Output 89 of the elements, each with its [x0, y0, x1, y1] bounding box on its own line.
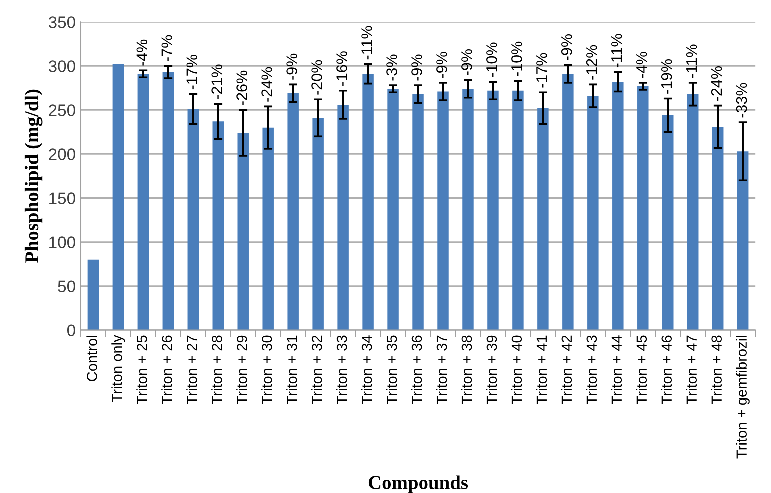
annotation: -11% — [686, 44, 698, 78]
y-tick-label: 250 — [49, 104, 76, 116]
annotation: -33% — [736, 83, 748, 118]
x-tick-label: Triton + 46 — [661, 336, 672, 404]
bar — [412, 94, 424, 330]
x-tick-label: Triton + 39 — [486, 336, 498, 404]
x-tick-label: Triton only — [112, 335, 126, 402]
annotation: -9% — [436, 52, 448, 78]
bar — [388, 89, 399, 330]
x-tick-label: Triton + 34 — [362, 336, 372, 404]
annotation: -11% — [362, 26, 372, 60]
bar — [262, 128, 274, 330]
x-tick-label: Triton + 42 — [561, 336, 572, 404]
bar — [312, 118, 324, 330]
annotation: -10% — [486, 42, 498, 78]
bar — [638, 86, 649, 330]
annotation: -4% — [636, 52, 648, 78]
x-axis-title: Compounds — [368, 476, 468, 493]
x-tick-label: Triton + 26 — [162, 336, 172, 404]
bar — [288, 93, 299, 330]
annotation: -9% — [286, 54, 298, 80]
x-tick-label: Triton + 33 — [336, 336, 348, 404]
x-tick-label: Triton + 36 — [411, 336, 422, 404]
y-tick-label: 50 — [58, 280, 76, 292]
annotation: -12% — [586, 45, 598, 80]
y-tick-label: 100 — [50, 236, 76, 248]
bar — [88, 260, 100, 330]
y-axis-title: Phospholipid (mg/dl) — [24, 90, 43, 264]
bar — [112, 64, 124, 330]
bar — [712, 126, 724, 330]
bar — [462, 89, 474, 330]
x-tick-label: Triton + 44 — [611, 336, 622, 404]
x-tick-label: Triton + 40 — [511, 336, 522, 404]
x-tick-label: Triton + 48 — [711, 336, 722, 404]
bar — [612, 82, 624, 330]
bar — [212, 122, 224, 330]
x-tick-label: Triton + 41 — [536, 336, 548, 404]
x-tick-label: Triton + 31 — [286, 336, 298, 404]
annotation: -3% — [386, 54, 398, 81]
x-tick-label: Triton + 43 — [586, 336, 598, 404]
annotation: -4% — [136, 40, 148, 66]
x-tick-label: Triton + 38 — [461, 336, 472, 404]
bar — [162, 72, 174, 330]
y-tick-label: 300 — [48, 60, 76, 72]
x-tick-label: Triton + 27 — [186, 336, 198, 404]
annotation: -24% — [711, 66, 722, 101]
annotation: -17% — [186, 55, 198, 90]
bar — [737, 152, 749, 330]
x-tick-label: Triton + 30 — [262, 336, 272, 404]
annotation: -9% — [412, 54, 422, 81]
bar — [687, 94, 699, 330]
annotation: -20% — [312, 60, 322, 95]
annotation: -24% — [262, 67, 272, 102]
bar — [488, 90, 499, 330]
y-tick-label: 150 — [50, 192, 76, 204]
y-tick-label: 200 — [49, 148, 76, 160]
bar — [188, 109, 200, 330]
bar — [588, 96, 599, 330]
annotation: -9% — [561, 34, 572, 60]
x-tick-label: Triton + 25 — [136, 336, 148, 404]
bar — [138, 74, 150, 330]
y-tick-label: 0 — [67, 324, 76, 337]
annotation: -21% — [212, 64, 222, 100]
annotation: -10% — [511, 42, 522, 76]
x-tick-label: Control — [86, 336, 98, 382]
x-tick-label: Triton + gemfibrozil — [736, 336, 750, 459]
x-tick-label: Triton + 32 — [312, 336, 322, 404]
annotation: -11% — [612, 34, 622, 68]
x-tick-label: Triton + 47 — [686, 336, 698, 404]
annotation: -7% — [162, 35, 172, 62]
bar — [438, 92, 449, 330]
x-tick-label: Triton + 45 — [636, 336, 648, 404]
x-tick-label: Triton + 37 — [436, 336, 448, 404]
annotation: -17% — [536, 53, 548, 88]
annotation: -16% — [336, 52, 348, 86]
bar — [338, 104, 349, 330]
x-tick-label: Triton + 28 — [212, 336, 222, 404]
annotation: -9% — [462, 49, 472, 76]
bar — [538, 108, 549, 330]
annotation: -19% — [661, 59, 672, 94]
x-tick-label: Triton + 35 — [386, 336, 398, 404]
y-tick-label: 350 — [48, 16, 76, 28]
bar — [238, 133, 249, 330]
bar — [562, 74, 574, 330]
bar — [662, 116, 674, 330]
x-tick-label: Triton + 29 — [236, 336, 248, 404]
annotation: -26% — [236, 70, 248, 106]
bar — [362, 74, 374, 330]
bar — [512, 90, 524, 330]
